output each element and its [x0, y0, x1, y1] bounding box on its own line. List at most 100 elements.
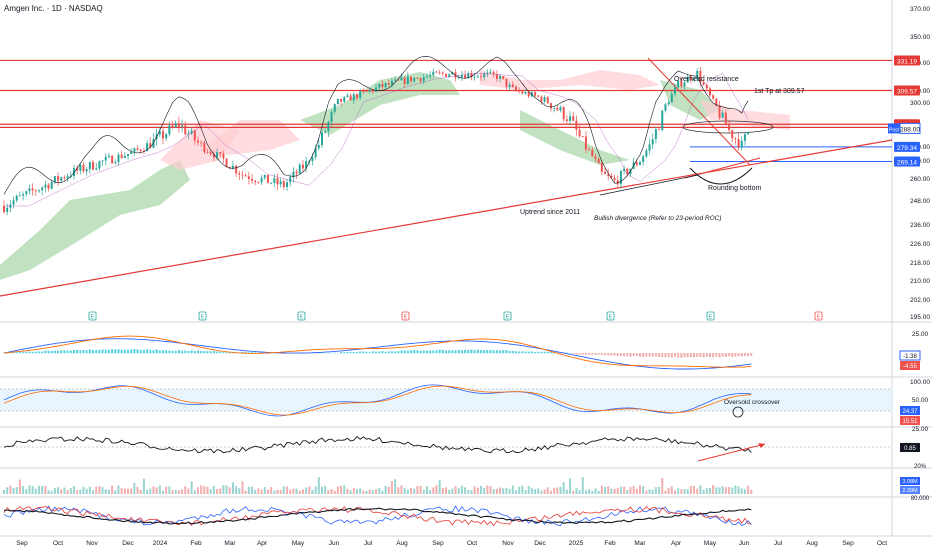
macd-histogram-bar — [623, 353, 626, 357]
macd-histogram-bar — [518, 351, 521, 354]
volume-bar — [721, 486, 724, 494]
volume-bar — [664, 490, 667, 494]
candle-body — [651, 139, 654, 145]
volume-bar — [708, 487, 711, 494]
macd-histogram-bar — [403, 350, 406, 354]
macd-histogram-bar — [378, 351, 381, 354]
price-axis-tick: 260.00 — [910, 176, 930, 183]
candle-body — [664, 104, 667, 111]
stoch-k-tag — [900, 406, 920, 415]
candle-body — [162, 131, 164, 139]
macd-histogram-bar — [629, 353, 632, 357]
volume-bar — [394, 479, 397, 494]
price-axis-tick: 300.00 — [910, 100, 930, 107]
volume-bar — [142, 478, 145, 494]
candle-body — [441, 72, 444, 74]
macd-histogram-bar — [371, 351, 374, 354]
volume-bar — [381, 490, 384, 494]
macd-histogram-bar — [203, 351, 206, 354]
volume-bar — [371, 490, 374, 494]
candle-body — [553, 108, 556, 109]
volume-bar — [101, 487, 104, 494]
volume-bar — [282, 486, 285, 494]
volume-bar — [489, 486, 492, 494]
volume-bar — [241, 481, 244, 494]
volume-bar — [607, 486, 610, 494]
rounding-bottom-arc — [689, 167, 753, 185]
x-axis-tick: Jun — [739, 540, 750, 547]
macd-histogram-bar — [22, 352, 25, 354]
resistance-trendline — [647, 57, 751, 166]
macd-histogram-bar — [37, 351, 40, 354]
price-axis-tick: 202.00 — [910, 297, 930, 304]
macd-histogram-bar — [578, 353, 581, 355]
x-axis-tick: Aug — [806, 540, 818, 547]
volume-bar — [432, 487, 435, 494]
volume-bar — [476, 487, 479, 494]
candle-body — [613, 177, 616, 181]
candle-body — [114, 162, 117, 164]
volume-axis-tick: 20% — [914, 464, 927, 470]
volume-bar — [543, 489, 546, 494]
volume-bar — [257, 488, 260, 494]
candle-body — [578, 129, 581, 137]
candle-body — [279, 181, 282, 185]
candle-body — [292, 171, 295, 178]
volume-bar — [597, 490, 600, 494]
candle-body — [400, 77, 403, 81]
candle-body — [305, 161, 308, 169]
candle-body — [413, 77, 416, 82]
candle-body — [731, 130, 734, 139]
earnings-marker — [706, 311, 715, 321]
volume-bar — [613, 488, 616, 494]
candle-body — [327, 121, 330, 132]
candle-body — [76, 168, 79, 171]
macd-histogram-bar — [480, 350, 482, 354]
macd-histogram-bar — [25, 351, 28, 354]
earnings-marker — [814, 311, 823, 321]
volume-bar — [177, 490, 180, 494]
candle-body — [581, 136, 584, 137]
candle-body — [648, 144, 651, 151]
macd-histogram-bar — [740, 353, 743, 357]
volume-bar — [584, 490, 587, 494]
candle-body — [616, 180, 619, 185]
volume-bar — [480, 485, 482, 494]
candle-body — [715, 98, 718, 106]
macd-histogram-bar — [689, 353, 692, 358]
candle-body — [397, 79, 400, 81]
osc-axis-tick: 80.000 — [911, 496, 930, 502]
macd-histogram-bar — [149, 349, 152, 354]
macd-histogram-bar — [133, 349, 136, 354]
volume-bar — [562, 482, 565, 494]
volume-bar — [324, 486, 327, 494]
osc-line — [3, 506, 752, 527]
candle-body — [480, 76, 482, 78]
macd-histogram-bar — [66, 350, 69, 354]
volume-ma-value: 2.39M — [902, 488, 918, 494]
macd-histogram-bar — [314, 353, 317, 354]
macd-histogram-bar — [349, 352, 352, 354]
macd-histogram-bar — [664, 353, 667, 358]
volume-bar — [559, 486, 562, 494]
stoch-d-value: 15.51 — [902, 419, 918, 425]
candle-body — [216, 152, 219, 158]
macd-line — [3, 338, 752, 370]
volume-bar — [416, 486, 419, 494]
x-axis-tick: Sep — [432, 540, 444, 547]
candle-body — [212, 154, 215, 158]
candle-body — [569, 116, 572, 121]
volume-bar — [419, 486, 422, 494]
volume-bar — [349, 490, 352, 494]
macd-histogram-bar — [686, 353, 689, 358]
candle-body — [206, 151, 209, 153]
ichimoku-cloud — [160, 120, 240, 170]
macd-histogram-bar — [187, 350, 190, 354]
base-line — [4, 72, 749, 207]
candle-body — [689, 77, 692, 81]
annotation-oversold-crossover: Oversold crossover — [724, 399, 781, 406]
macd-histogram-bar — [747, 353, 750, 357]
volume-bar — [18, 479, 21, 494]
candle-body — [543, 97, 546, 102]
macd-histogram-bar — [200, 350, 203, 354]
